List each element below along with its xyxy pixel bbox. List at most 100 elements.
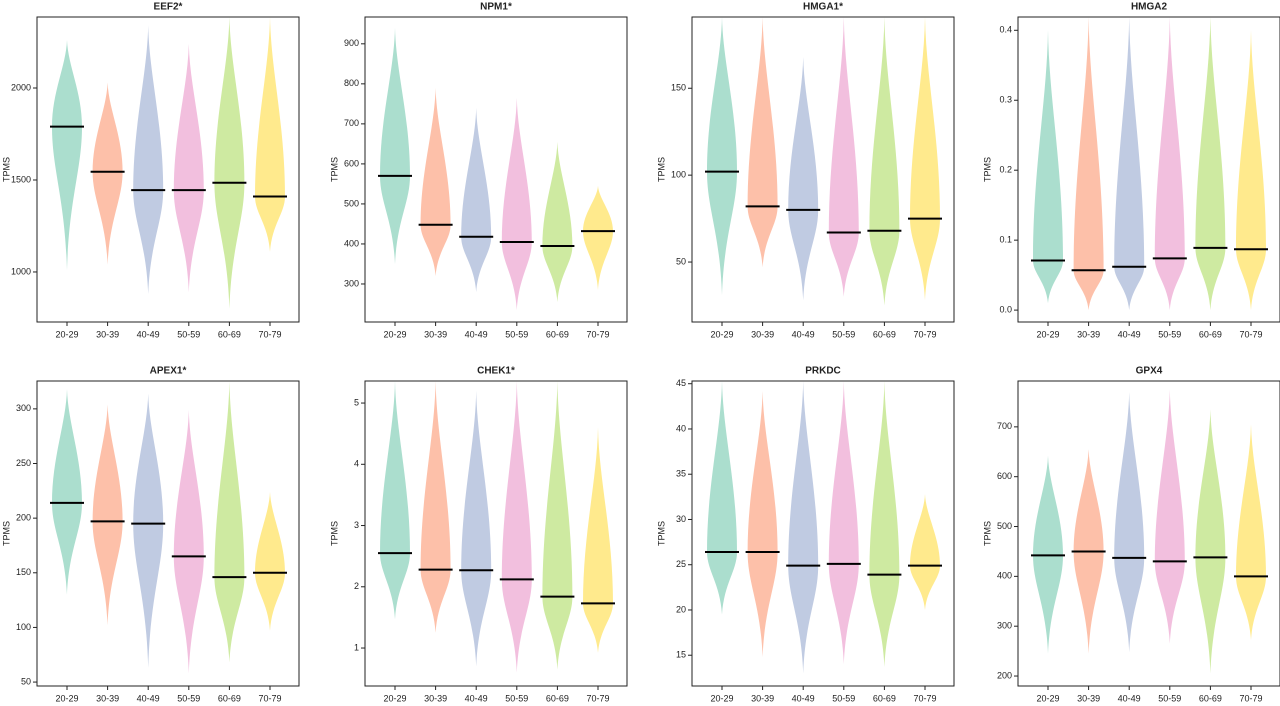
violin — [1236, 424, 1266, 641]
y-tick-label: 300 — [344, 278, 359, 288]
y-tick-label: 2000 — [11, 82, 31, 92]
chart-title: APEX1* — [150, 366, 187, 377]
x-tick-label: 40-49 — [1118, 329, 1141, 339]
y-tick-label: 5 — [354, 397, 359, 407]
x-tick-label: 50-59 — [1158, 693, 1181, 703]
violin — [542, 381, 573, 670]
y-tick-label: 400 — [344, 238, 359, 248]
plot-frame — [691, 16, 955, 323]
violin — [1195, 409, 1226, 674]
violin — [420, 381, 451, 633]
y-tick-label: 100 — [671, 170, 686, 180]
violin — [1236, 30, 1266, 311]
plot-frame — [364, 380, 628, 687]
y-axis-label: TPMS — [982, 157, 992, 182]
y-tick-label: 25 — [676, 559, 686, 569]
violin — [1154, 389, 1185, 644]
x-tick-label: 20-29 — [710, 693, 733, 703]
violin — [133, 25, 164, 295]
violin — [1033, 30, 1063, 304]
y-tick-label: 2 — [354, 581, 359, 591]
x-tick-label: 40-49 — [137, 329, 160, 339]
y-tick-label: 100 — [16, 622, 31, 632]
y-tick-label: 300 — [16, 403, 31, 413]
violin — [173, 409, 204, 674]
x-tick-label: 40-49 — [792, 329, 815, 339]
violin — [52, 40, 82, 271]
violin — [92, 82, 123, 265]
violin — [707, 17, 737, 296]
y-tick-label: 40 — [676, 423, 686, 433]
plot-frame — [364, 16, 628, 323]
y-tick-label: 700 — [344, 118, 359, 128]
x-tick-label: 50-59 — [832, 693, 855, 703]
violin — [461, 390, 492, 667]
x-tick-label: 60-69 — [546, 693, 569, 703]
y-tick-label: 20 — [676, 604, 686, 614]
violin — [133, 393, 164, 668]
y-tick-label: 200 — [16, 513, 31, 523]
y-tick-label: 150 — [671, 83, 686, 93]
violin — [1114, 391, 1145, 653]
x-tick-label: 60-69 — [873, 693, 896, 703]
y-tick-label: 700 — [997, 421, 1012, 431]
chart-title: HMGA2 — [1131, 2, 1168, 13]
x-tick-label: 40-49 — [1118, 693, 1141, 703]
y-tick-label: 200 — [997, 670, 1012, 680]
violin — [461, 107, 492, 292]
x-tick-label: 30-39 — [751, 329, 774, 339]
x-tick-label: 70-79 — [913, 693, 936, 703]
y-tick-label: 50 — [21, 676, 31, 686]
x-tick-label: 30-39 — [96, 693, 119, 703]
y-tick-label: 35 — [676, 469, 686, 479]
y-tick-label: 50 — [676, 256, 686, 266]
chart-title: PRKDC — [805, 366, 841, 377]
y-tick-label: 900 — [344, 38, 359, 48]
x-tick-label: 60-69 — [546, 329, 569, 339]
y-axis-label: TPMS — [982, 521, 992, 546]
y-tick-label: 250 — [16, 458, 31, 468]
y-tick-label: 45 — [676, 378, 686, 388]
y-tick-label: 0.0 — [999, 304, 1012, 314]
x-tick-label: 30-39 — [424, 329, 447, 339]
y-axis-label: TPMS — [1, 157, 11, 182]
y-tick-label: 15 — [676, 650, 686, 660]
violin — [1195, 17, 1226, 311]
x-tick-label: 20-29 — [383, 693, 406, 703]
y-tick-label: 500 — [997, 521, 1012, 531]
violin — [501, 97, 532, 310]
y-tick-label: 4 — [354, 459, 359, 469]
violin — [910, 494, 940, 610]
violin — [214, 381, 245, 663]
x-tick-label: 30-39 — [751, 693, 774, 703]
y-axis-label: TPMS — [329, 157, 339, 182]
x-tick-label: 60-69 — [1199, 329, 1222, 339]
x-tick-label: 50-59 — [177, 329, 200, 339]
violin — [869, 17, 900, 306]
x-tick-label: 20-29 — [710, 329, 733, 339]
x-tick-label: 70-79 — [913, 329, 936, 339]
violin — [788, 381, 819, 674]
violin — [583, 427, 613, 653]
y-tick-label: 0.1 — [999, 235, 1012, 245]
violin — [707, 381, 737, 615]
violin — [173, 43, 204, 293]
panel: GPX4 TPMS 200 300 400 500 600 700 20-29 30-39 40-4… — [982, 366, 1280, 703]
plot-frame — [1017, 16, 1280, 323]
x-tick-label: 40-49 — [465, 693, 488, 703]
violin — [910, 17, 940, 301]
violin — [214, 17, 245, 309]
violin — [501, 381, 532, 673]
y-tick-label: 1500 — [11, 174, 31, 184]
x-tick-label: 40-49 — [137, 693, 160, 703]
x-tick-label: 30-39 — [424, 693, 447, 703]
violin — [255, 17, 285, 252]
violin — [1073, 17, 1104, 311]
y-tick-label: 1 — [354, 642, 359, 652]
panel: NPM1* TPMS 300 400 500 600 700 800 900 20-29 30-39… — [329, 2, 628, 339]
violin — [1114, 17, 1145, 311]
chart-title: EEF2* — [154, 2, 183, 13]
chart-title: GPX4 — [1136, 366, 1163, 377]
y-tick-label: 0.2 — [999, 165, 1012, 175]
violin — [52, 389, 82, 595]
